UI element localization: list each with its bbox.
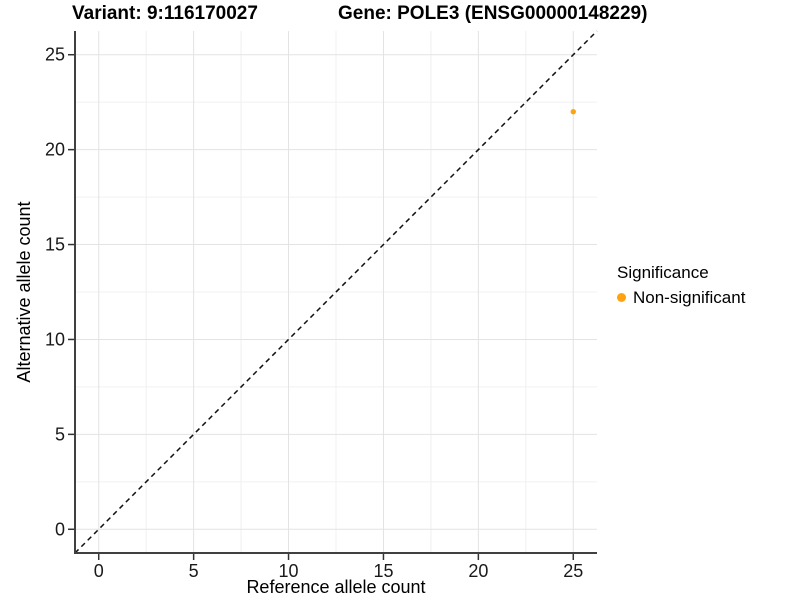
x-tick-label: 0: [94, 561, 104, 581]
x-tick-label: 5: [189, 561, 199, 581]
y-tick-label: 15: [45, 235, 65, 255]
legend-point-icon: [617, 293, 626, 302]
data-point: [570, 108, 576, 115]
y-tick-label: 10: [45, 329, 65, 349]
plot-title-gene: Gene: POLE3 (ENSG00000148229): [338, 3, 648, 24]
x-tick-label: 25: [563, 561, 583, 581]
y-tick-label: 25: [45, 45, 65, 65]
legend: Significance Non-significant: [617, 262, 745, 308]
legend-item-label: Non-significant: [633, 288, 746, 307]
legend-title: Significance: [617, 263, 709, 282]
x-tick-label: 10: [279, 561, 299, 581]
legend-item-non-significant: Non-significant: [617, 287, 745, 308]
x-tick-label: 20: [468, 561, 488, 581]
identity-dashed-line: [74, 30, 598, 554]
y-axis-label: Alternative allele count: [14, 201, 34, 383]
plot-title-variant: Variant: 9:116170027: [72, 3, 258, 24]
x-tick-label: 15: [373, 561, 393, 581]
y-tick-label: 20: [45, 140, 65, 160]
y-tick-label: 5: [55, 424, 65, 444]
x-axis-label: Reference allele count: [246, 577, 426, 597]
y-tick-label: 0: [55, 519, 65, 539]
